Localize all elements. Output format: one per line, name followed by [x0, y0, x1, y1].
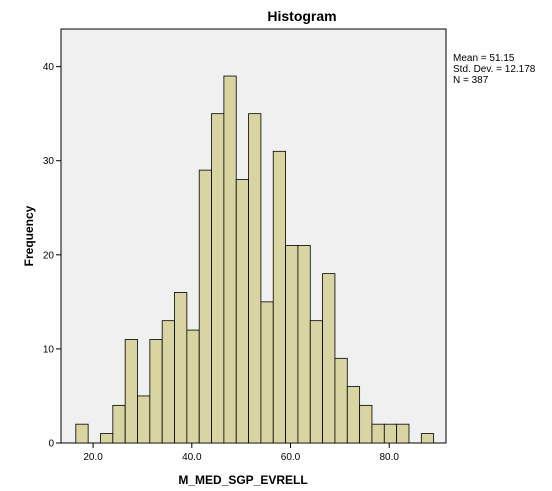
histogram-bar [248, 113, 262, 444]
x-tick-label: 60.0 [281, 452, 301, 463]
x-tick-label: 40.0 [182, 452, 202, 463]
histogram-bar [359, 404, 373, 444]
histogram-bar [75, 423, 89, 444]
stats-std-dev: Std. Dev. = 12.178 [453, 64, 536, 75]
histogram-bar [285, 245, 299, 444]
histogram-bar [137, 395, 151, 444]
histogram-bar [149, 339, 163, 444]
y-tick-label: 30 [43, 156, 55, 167]
histogram-bar [272, 150, 286, 444]
y-axis-title: Frequency [22, 205, 36, 266]
x-tick-label: 20.0 [83, 452, 103, 463]
y-tick-label: 40 [43, 62, 55, 73]
bars-group [75, 75, 435, 444]
y-tick-label: 10 [43, 344, 55, 355]
y-axis: 0 10 20 30 40 [43, 62, 61, 450]
histogram-bar [124, 339, 138, 444]
histogram-bar [420, 433, 435, 444]
histogram-bar [322, 273, 336, 444]
histogram-bar [309, 320, 324, 444]
stats-mean: Mean = 51.15 [453, 53, 515, 64]
histogram-bar [396, 423, 410, 444]
x-axis: 20.0 40.0 60.0 80.0 [83, 443, 399, 463]
histogram-bar [371, 423, 385, 444]
histogram-bar [260, 301, 274, 444]
chart-title: Histogram [267, 8, 336, 24]
y-tick-label: 0 [48, 439, 54, 450]
histogram-bar [174, 292, 188, 444]
histogram-bar [383, 423, 398, 444]
y-tick-label: 20 [43, 250, 55, 261]
histogram-bar [223, 75, 237, 444]
histogram-bar [211, 113, 225, 444]
histogram-bar [334, 357, 348, 444]
histogram-bar [198, 169, 212, 444]
histogram-bar [235, 179, 249, 444]
x-tick-label: 80.0 [380, 452, 400, 463]
x-axis-title: M_MED_SGP_EVRELL [178, 473, 307, 487]
histogram-bar [297, 245, 311, 444]
histogram-bar [100, 433, 114, 444]
histogram-bar [161, 320, 175, 444]
histogram-bar [112, 404, 126, 444]
stats-n: N = 387 [453, 75, 489, 86]
histogram-bar [186, 329, 200, 444]
histogram-bar [346, 386, 361, 444]
